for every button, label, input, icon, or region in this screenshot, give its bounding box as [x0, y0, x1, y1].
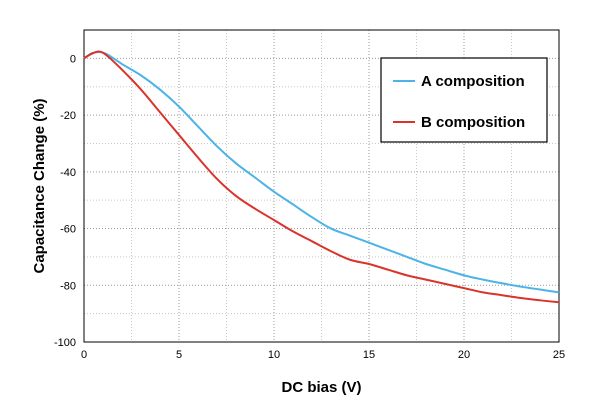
x-tick-label: 5	[176, 349, 182, 361]
y-tick-label: -60	[60, 224, 76, 236]
y-tick-label: 0	[70, 53, 76, 65]
series-line-b-composition	[83, 50, 560, 304]
legend-label: A composition	[421, 73, 525, 90]
series-group	[83, 50, 560, 304]
legend: A composition B composition	[380, 57, 548, 143]
x-tick-label: 25	[553, 349, 565, 361]
x-tick-label: 20	[458, 349, 470, 361]
legend-label: B composition	[421, 114, 525, 131]
plot-frame	[83, 29, 560, 343]
y-axis-label: Capacitance Change (%)	[31, 98, 48, 273]
x-axis-label: DC bias (V)	[281, 379, 361, 396]
y-tick-label: -20	[60, 110, 76, 122]
series-line-a-composition	[83, 51, 560, 294]
x-tick-label: 15	[363, 349, 375, 361]
y-tick-label: -80	[60, 280, 76, 292]
y-tick-label: -100	[54, 337, 76, 349]
x-tick-label: 10	[268, 349, 280, 361]
x-tick-label: 0	[81, 349, 87, 361]
ticks: 0 5 10 15 20 25 0 -20 -40 -60 -80 -100	[54, 53, 565, 361]
y-tick-label: -40	[60, 167, 76, 179]
legend-box	[380, 57, 548, 143]
grid	[84, 30, 559, 342]
